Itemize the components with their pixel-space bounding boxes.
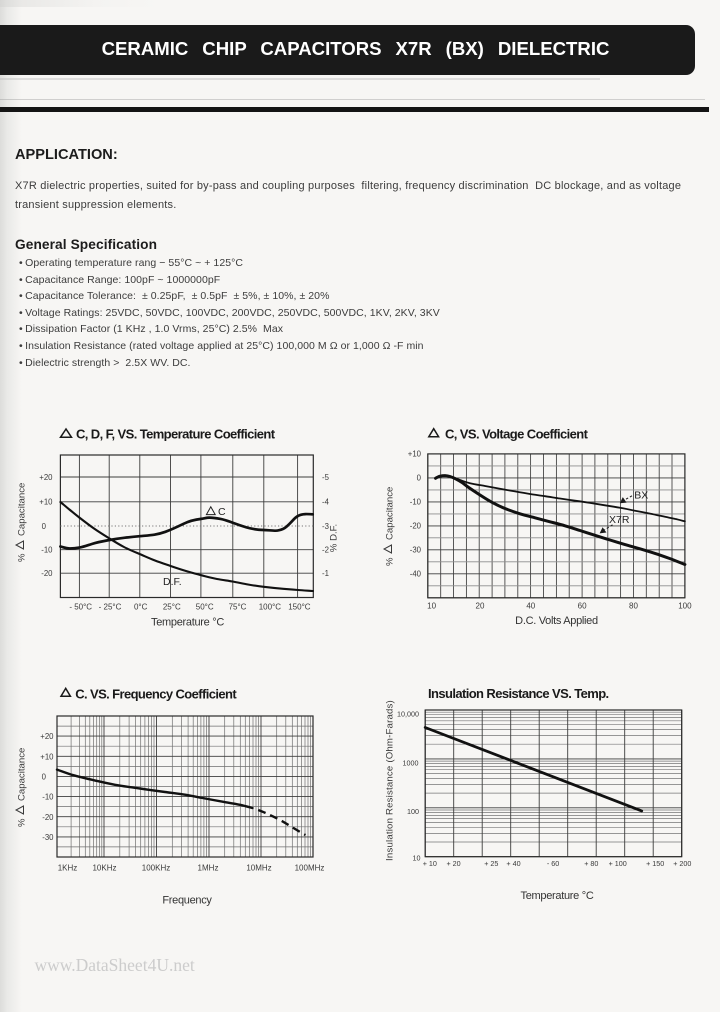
svg-text:+ 10: + 10 xyxy=(423,859,437,868)
svg-text:60: 60 xyxy=(578,602,587,611)
svg-text:75°C: 75°C xyxy=(229,603,247,612)
svg-text:-10: -10 xyxy=(42,793,54,802)
svg-text:-1: -1 xyxy=(322,569,329,578)
svg-text:+10: +10 xyxy=(39,498,53,507)
svg-text:D.F.: D.F. xyxy=(163,576,182,588)
svg-text:10KHz: 10KHz xyxy=(92,864,116,873)
svg-text:- 60: - 60 xyxy=(547,859,559,868)
svg-text:+ 200: + 200 xyxy=(673,859,691,868)
svg-text:20: 20 xyxy=(476,602,485,611)
svg-text:-20: -20 xyxy=(41,569,53,578)
svg-text:-5: -5 xyxy=(322,473,330,482)
svg-text:0: 0 xyxy=(42,773,47,782)
svg-text:40: 40 xyxy=(526,602,535,611)
svg-text:0°C: 0°C xyxy=(134,603,148,612)
svg-text:Insulation Resistance VS. Temp: Insulation Resistance VS. Temp. xyxy=(428,686,609,701)
svg-text:Insulation Resistance (Ohm-Far: Insulation Resistance (Ohm-Farads) xyxy=(385,700,396,861)
svg-text:80: 80 xyxy=(629,602,638,611)
svg-text:+10: +10 xyxy=(40,752,54,761)
svg-text:+10: +10 xyxy=(408,450,422,459)
svg-text:+ 20: + 20 xyxy=(446,859,460,868)
svg-text:-10: -10 xyxy=(41,545,53,554)
svg-text:-40: -40 xyxy=(410,569,422,578)
svg-text:BX: BX xyxy=(634,489,648,501)
svg-text:X7R: X7R xyxy=(609,514,630,526)
svg-text:100: 100 xyxy=(678,602,692,611)
svg-text:1MHz: 1MHz xyxy=(198,864,219,873)
svg-text:- 25°C: - 25°C xyxy=(99,603,122,612)
svg-text:%: % xyxy=(385,557,396,566)
svg-text:- 50°C: - 50°C xyxy=(69,603,92,612)
svg-text:-30: -30 xyxy=(42,833,54,842)
svg-text:-2: -2 xyxy=(322,545,329,554)
svg-text:-20: -20 xyxy=(410,522,422,531)
svg-text:100KHz: 100KHz xyxy=(142,864,170,873)
svg-text:0: 0 xyxy=(42,522,47,531)
svg-text:Temperature °C: Temperature °C xyxy=(521,890,594,902)
svg-text:100MHz: 100MHz xyxy=(295,864,325,873)
svg-text:100°C: 100°C xyxy=(259,603,282,612)
svg-text:C, D, F, VS. Temperature Coeff: C, D, F, VS. Temperature Coefficient xyxy=(76,426,276,441)
svg-text:10: 10 xyxy=(413,854,421,863)
svg-text:25°C: 25°C xyxy=(163,603,181,612)
svg-text:10MHz: 10MHz xyxy=(246,864,271,873)
svg-text:Temperature °C: Temperature °C xyxy=(151,617,224,629)
svg-text:+ 80: + 80 xyxy=(584,859,598,868)
svg-text:-10: -10 xyxy=(410,498,422,507)
svg-text:Capacitance: Capacitance xyxy=(385,487,396,540)
svg-text:+20: +20 xyxy=(40,732,54,741)
svg-text:C: C xyxy=(218,506,226,518)
svg-text:150°C: 150°C xyxy=(288,603,311,612)
svg-text:100: 100 xyxy=(407,807,419,816)
svg-text:Capacitance: Capacitance xyxy=(17,748,28,801)
svg-text:Frequency: Frequency xyxy=(162,895,212,907)
svg-text:10,000: 10,000 xyxy=(397,710,419,719)
svg-text:+ 40: + 40 xyxy=(506,859,520,868)
svg-text:%: % xyxy=(17,818,28,827)
svg-text:+20: +20 xyxy=(39,473,53,482)
svg-text:-20: -20 xyxy=(42,813,54,822)
svg-text:-4: -4 xyxy=(322,498,330,507)
svg-text:D.C. Volts Applied: D.C. Volts Applied xyxy=(515,615,598,627)
svg-text:1000: 1000 xyxy=(403,758,419,767)
svg-text:1KHz: 1KHz xyxy=(58,864,78,873)
svg-text:+ 25: + 25 xyxy=(484,859,498,868)
svg-text:% D.F.: % D.F. xyxy=(329,524,340,552)
svg-text:C, VS. Voltage Coefficient: C, VS. Voltage Coefficient xyxy=(445,426,589,441)
svg-text:Capacitance: Capacitance xyxy=(17,483,28,536)
svg-text:C. VS. Frequency Coefficient: C. VS. Frequency Coefficient xyxy=(75,686,237,701)
svg-text:50°C: 50°C xyxy=(196,603,214,612)
svg-text:-30: -30 xyxy=(410,546,422,555)
svg-text:0: 0 xyxy=(417,474,422,483)
svg-text:-3: -3 xyxy=(322,522,329,531)
svg-text:+ 100: + 100 xyxy=(609,859,627,868)
svg-text:%: % xyxy=(17,553,28,562)
svg-text:10: 10 xyxy=(427,602,436,611)
svg-text:+ 150: + 150 xyxy=(646,859,664,868)
